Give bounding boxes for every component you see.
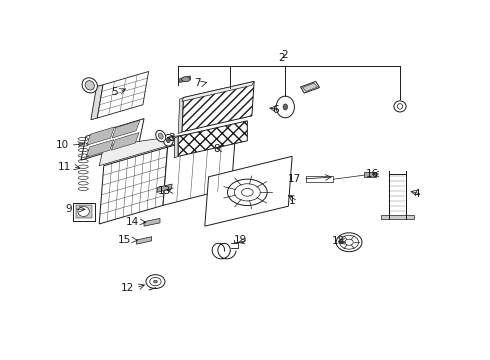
Text: 2: 2 (281, 50, 288, 60)
Ellipse shape (158, 133, 163, 139)
Text: 5: 5 (111, 87, 118, 97)
Polygon shape (389, 174, 406, 216)
Polygon shape (182, 81, 254, 102)
Ellipse shape (78, 207, 89, 216)
Text: 15: 15 (118, 235, 131, 245)
Text: 1: 1 (289, 196, 296, 206)
Ellipse shape (82, 78, 98, 93)
Text: 12: 12 (121, 283, 134, 293)
Ellipse shape (146, 275, 165, 288)
Text: 2: 2 (279, 53, 285, 63)
Polygon shape (86, 140, 114, 157)
Ellipse shape (283, 104, 288, 110)
Polygon shape (99, 147, 168, 224)
Text: 19: 19 (233, 235, 246, 245)
Text: 6: 6 (272, 105, 278, 115)
Ellipse shape (394, 101, 406, 112)
Polygon shape (300, 81, 319, 93)
Ellipse shape (163, 134, 173, 146)
Text: 4: 4 (414, 189, 420, 199)
Polygon shape (87, 127, 115, 145)
Text: 8: 8 (213, 144, 220, 154)
Polygon shape (302, 83, 318, 91)
Ellipse shape (182, 77, 190, 82)
Polygon shape (73, 203, 95, 221)
Text: 3: 3 (168, 133, 174, 143)
Ellipse shape (276, 96, 294, 118)
Bar (364, 172, 376, 177)
Polygon shape (75, 205, 92, 219)
Ellipse shape (167, 138, 170, 143)
Polygon shape (98, 72, 148, 118)
Text: 11: 11 (57, 162, 71, 172)
Polygon shape (157, 184, 172, 192)
Polygon shape (174, 136, 178, 158)
Text: 17: 17 (288, 174, 301, 184)
Polygon shape (163, 128, 236, 205)
Text: 14: 14 (126, 217, 139, 227)
Bar (306, 176, 333, 182)
Text: 16: 16 (366, 169, 379, 179)
Text: 9: 9 (65, 204, 72, 214)
Polygon shape (205, 156, 292, 226)
Ellipse shape (153, 280, 157, 283)
Ellipse shape (156, 130, 166, 142)
Polygon shape (111, 132, 139, 150)
Polygon shape (182, 81, 254, 132)
Polygon shape (136, 237, 151, 244)
Text: 13: 13 (158, 186, 172, 196)
Text: 18: 18 (332, 237, 345, 246)
Polygon shape (178, 98, 184, 134)
Polygon shape (99, 128, 236, 166)
Polygon shape (144, 219, 160, 226)
Text: 10: 10 (56, 140, 69, 150)
Text: 7: 7 (195, 78, 201, 89)
Polygon shape (180, 76, 190, 82)
Polygon shape (178, 121, 247, 156)
Ellipse shape (336, 233, 362, 252)
Polygon shape (91, 85, 103, 120)
Polygon shape (112, 120, 140, 138)
Polygon shape (381, 215, 415, 219)
Polygon shape (81, 118, 144, 160)
Ellipse shape (85, 81, 95, 90)
